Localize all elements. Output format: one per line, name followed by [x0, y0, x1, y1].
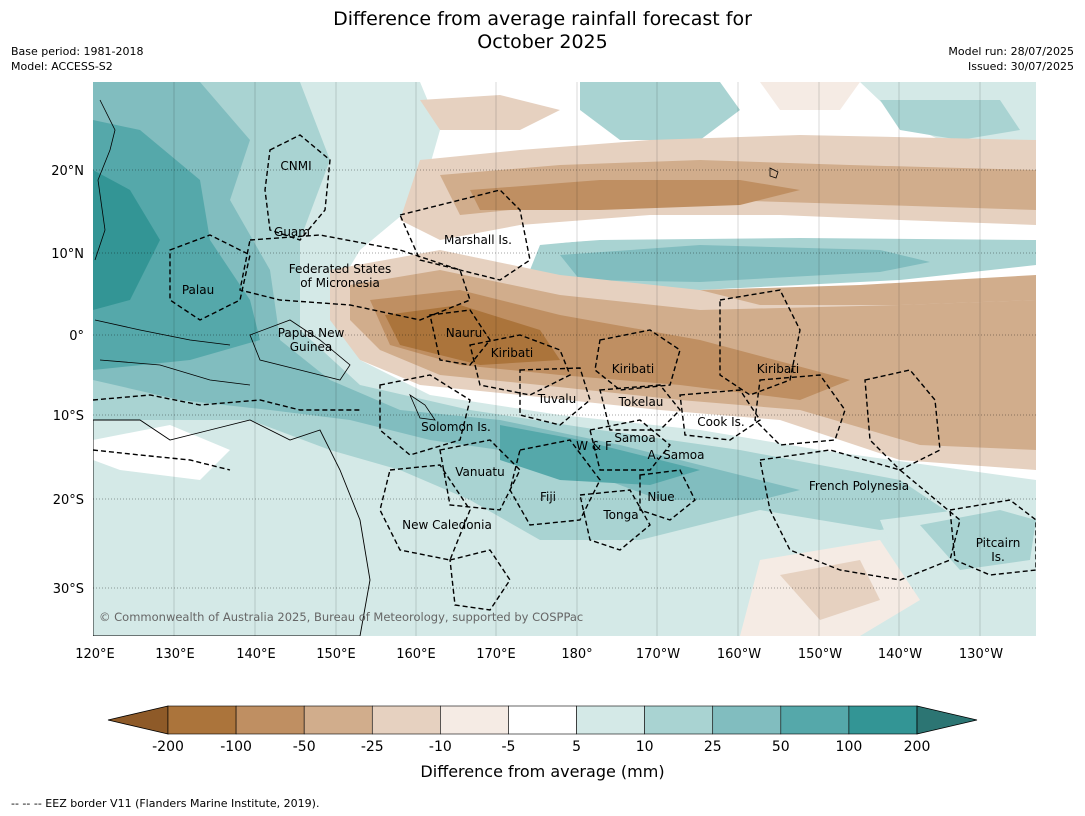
copyright-notice: © Commonwealth of Australia 2025, Bureau…: [99, 610, 583, 624]
base-period: Base period: 1981-2018: [11, 45, 144, 58]
label-png-1: Papua New: [278, 326, 345, 340]
label-nauru: Nauru: [446, 326, 482, 340]
label-american-samoa: A. Samoa: [648, 448, 705, 462]
label-fiji: Fiji: [540, 490, 556, 504]
colorbar-swatch: [167, 705, 237, 735]
meta-left: Base period: 1981-2018 Model: ACCESS-S2: [11, 44, 143, 74]
graticule: [173, 82, 981, 636]
label-vanuatu: Vanuatu: [455, 465, 505, 479]
label-fsm-2: of Micronesia: [300, 276, 380, 290]
lat-label: 10°S: [53, 409, 84, 424]
label-niue: Niue: [647, 490, 674, 504]
label-tonga: Tonga: [602, 508, 638, 522]
label-pitcairn-2: Is.: [991, 550, 1005, 564]
label-wallis-futuna: W & F: [576, 439, 612, 453]
meta-right: Model run: 28/07/2025 Issued: 30/07/2025: [948, 44, 1074, 74]
lat-label: 20°S: [53, 493, 84, 508]
colorbar-swatch: [508, 705, 577, 735]
title-line-2: October 2025: [477, 31, 608, 53]
lon-label: 130°W: [959, 647, 1003, 662]
label-cook-is: Cook Is.: [697, 415, 744, 429]
label-fsm-1: Federated States: [289, 262, 391, 276]
lat-label: 20°N: [51, 164, 84, 179]
lon-label: 170°E: [476, 647, 516, 662]
label-samoa: Samoa: [614, 431, 655, 445]
lon-label: 160°W: [717, 647, 761, 662]
colorbar-tick-label: 100: [836, 739, 863, 755]
colorbar-tick-label: 5: [572, 739, 581, 755]
model-name: Model: ACCESS-S2: [11, 60, 113, 73]
colorbar-swatch: [235, 705, 305, 735]
colorbar-tick-label: -50: [293, 739, 316, 755]
colorbar-swatch: [371, 705, 441, 735]
label-png-2: Guinea: [290, 340, 333, 354]
colorbar-tick-label: -200: [152, 739, 184, 755]
colorbar-swatch: [712, 705, 782, 735]
lon-label: 120°E: [75, 647, 115, 662]
label-guam: Guam: [274, 225, 310, 239]
colorbar-extend-low: [107, 705, 169, 735]
label-marshall-is: Marshall Is.: [444, 233, 512, 247]
colorbar-swatch: [848, 705, 918, 735]
colorbar-unit-label: Difference from average (mm): [420, 762, 665, 781]
eez-footnote: -- -- -- EEZ border V11 (Flanders Marine…: [11, 797, 320, 810]
label-palau: Palau: [182, 283, 214, 297]
label-tokelau: Tokelau: [618, 395, 664, 409]
colorbar-tick-label: -25: [361, 739, 384, 755]
colorbar-tick-label: -5: [501, 739, 515, 755]
lat-label: 10°N: [51, 247, 84, 262]
lon-label: 150°E: [316, 647, 356, 662]
region-labels: CNMI Guam Marshall Is. Federated States …: [182, 159, 1020, 564]
lon-label: 140°E: [236, 647, 276, 662]
colorbar: -200 -100 -50 -25 -10 -5 5 10 25 50 100 200: [107, 705, 978, 755]
anomaly-field: [93, 82, 1036, 636]
lon-labels: 120°E 130°E 140°E 150°E 160°E 170°E 180°…: [75, 647, 1003, 662]
colorbar-tick-label: 10: [636, 739, 654, 755]
colorbar-tick-label: 25: [704, 739, 722, 755]
label-kiribati-east: Kiribati: [757, 362, 799, 376]
colorbar-extend-high: [916, 705, 978, 735]
lon-label: 180°: [561, 647, 592, 662]
label-french-polynesia: French Polynesia: [809, 479, 909, 493]
title-line-1: Difference from average rainfall forecas…: [333, 8, 752, 30]
label-pitcairn-1: Pitcairn: [976, 536, 1021, 550]
colorbar-swatch: [780, 705, 850, 735]
label-kiribati-west: Kiribati: [491, 346, 533, 360]
colorbar-tick-label: 50: [772, 739, 790, 755]
lon-label: 130°E: [155, 647, 195, 662]
model-run: Model run: 28/07/2025: [948, 45, 1074, 58]
label-tuvalu: Tuvalu: [537, 392, 577, 406]
label-new-caledonia: New Caledonia: [402, 518, 492, 532]
lat-label: 30°S: [53, 582, 84, 597]
colorbar-swatch: [644, 705, 714, 735]
colorbar-swatch: [440, 705, 509, 735]
lat-label: 0°: [69, 329, 84, 344]
lon-label: 160°E: [396, 647, 436, 662]
label-kiribati-central: Kiribati: [612, 362, 654, 376]
issued-date: Issued: 30/07/2025: [967, 60, 1074, 73]
label-cnmi: CNMI: [280, 159, 311, 173]
lon-label: 170°W: [636, 647, 680, 662]
lon-label: 140°W: [878, 647, 922, 662]
colorbar-swatch: [303, 705, 373, 735]
colorbar-swatch: [576, 705, 645, 735]
colorbar-tick-label: -10: [429, 739, 452, 755]
colorbar-tick-label: -100: [220, 739, 252, 755]
colorbar-tick-label: 200: [904, 739, 931, 755]
lat-labels: 20°N 10°N 0° 10°S 20°S 30°S: [51, 164, 84, 597]
chart-title: Difference from average rainfall forecas…: [0, 8, 1085, 54]
lon-label: 150°W: [798, 647, 842, 662]
label-solomon-is: Solomon Is.: [421, 420, 491, 434]
